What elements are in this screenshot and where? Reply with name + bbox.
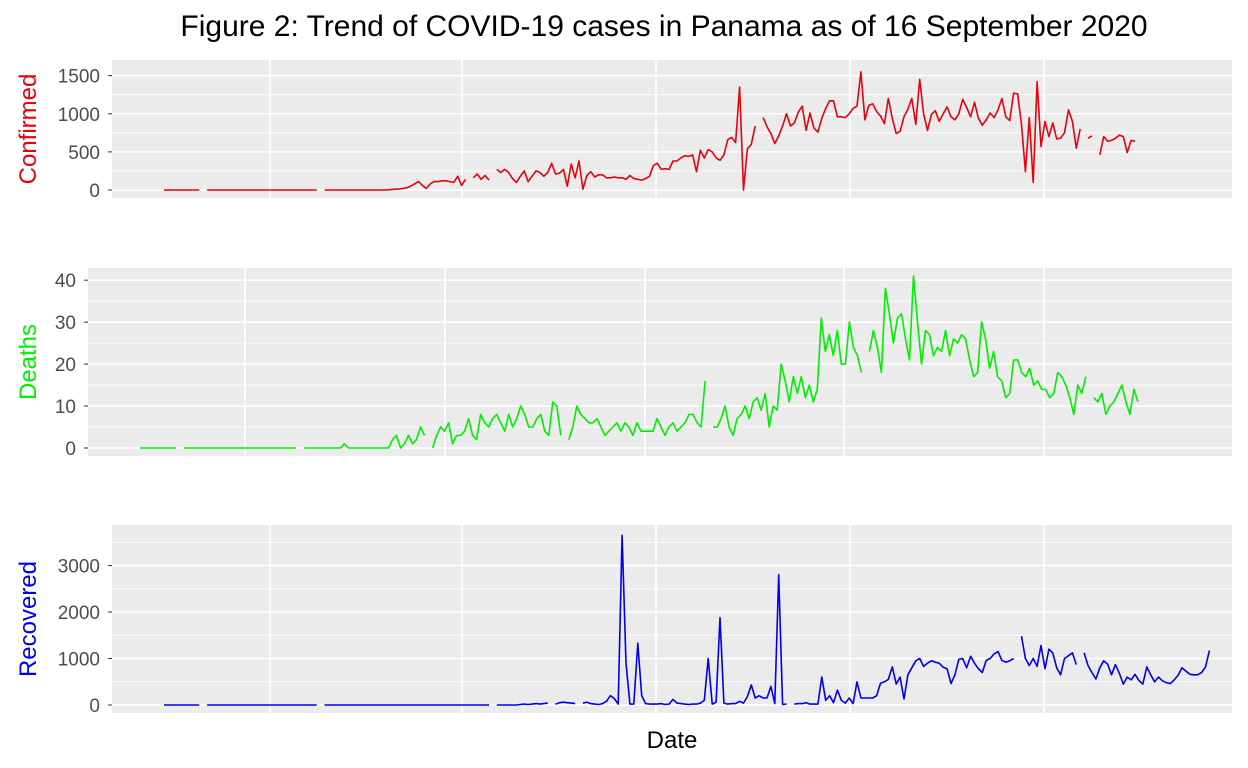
panel-background — [112, 60, 1232, 198]
y-tick-label: 0 — [89, 181, 100, 202]
panel-recovered: 0 1000 2000 3000 Recovered — [15, 525, 1232, 717]
panel-deaths: 0 10 20 30 40 Deaths — [15, 268, 1232, 460]
y-tick-label: 1500 — [58, 67, 100, 88]
y-tick-label: 3000 — [58, 557, 100, 578]
y-tick-label: 0 — [65, 439, 76, 460]
y-axis-label: Confirmed — [15, 74, 42, 185]
y-axis-label: Recovered — [15, 561, 42, 677]
series-line-confirmed — [164, 71, 1136, 191]
series-line-deaths — [140, 275, 1139, 449]
y-tick-label: 0 — [89, 696, 100, 717]
panel-background — [112, 525, 1232, 713]
chart-title: Figure 2: Trend of COVID-19 cases in Pan… — [180, 10, 1148, 43]
y-tick-label: 30 — [55, 313, 76, 334]
y-tick-label: 10 — [55, 397, 76, 418]
y-tick-label: 500 — [68, 143, 100, 164]
panel-confirmed: 0 500 1000 1500 Confirmed — [15, 60, 1232, 202]
x-axis-label: Date — [647, 727, 698, 754]
y-tick-label: 1000 — [58, 650, 100, 671]
y-tick-label: 1000 — [58, 105, 100, 126]
y-tick-label: 40 — [55, 271, 76, 292]
panel-background — [88, 268, 1232, 456]
series-line-recovered — [164, 534, 1211, 706]
y-tick-label: 2000 — [58, 603, 100, 624]
y-tick-label: 20 — [55, 355, 76, 376]
y-axis-label: Deaths — [15, 324, 42, 400]
